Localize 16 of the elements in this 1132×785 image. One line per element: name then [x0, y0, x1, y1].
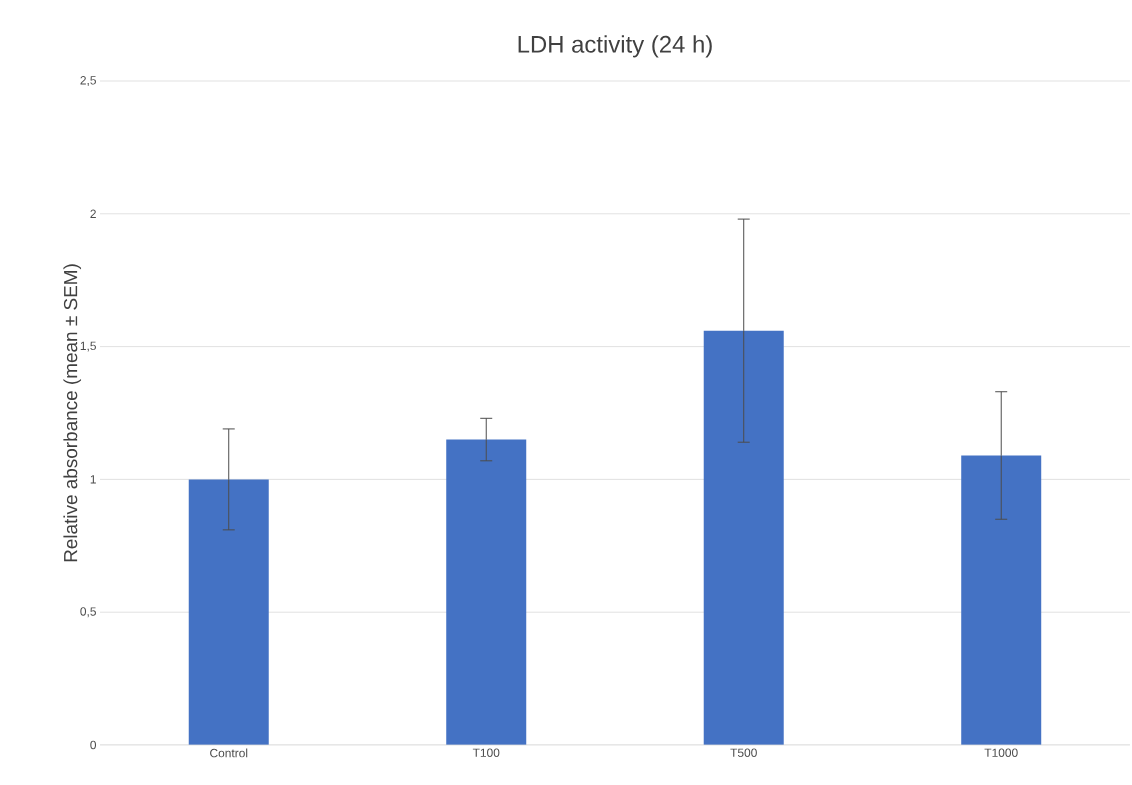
y-tick-label: 2,5	[80, 76, 96, 86]
x-tick-label: Control	[210, 748, 248, 758]
chart-title: LDH activity (24 h)	[518, 35, 712, 58]
y-tick-label: 1,5	[80, 341, 96, 352]
y-tick-label: 1	[90, 475, 96, 484]
bar	[446, 439, 527, 745]
x-tick-label: T1000	[984, 748, 1018, 757]
y-tick-label: 0	[90, 740, 97, 750]
x-tick-label: T500	[730, 748, 757, 757]
x-tick-label: T100	[472, 748, 500, 757]
y-tick-label: 0,5	[80, 607, 96, 618]
bar	[188, 479, 269, 745]
y-tick-label: 2	[90, 209, 96, 218]
y-axis-title: Relative absorbance (mean ± SEM)	[63, 264, 82, 562]
bar	[961, 455, 1042, 745]
bar	[703, 330, 784, 745]
